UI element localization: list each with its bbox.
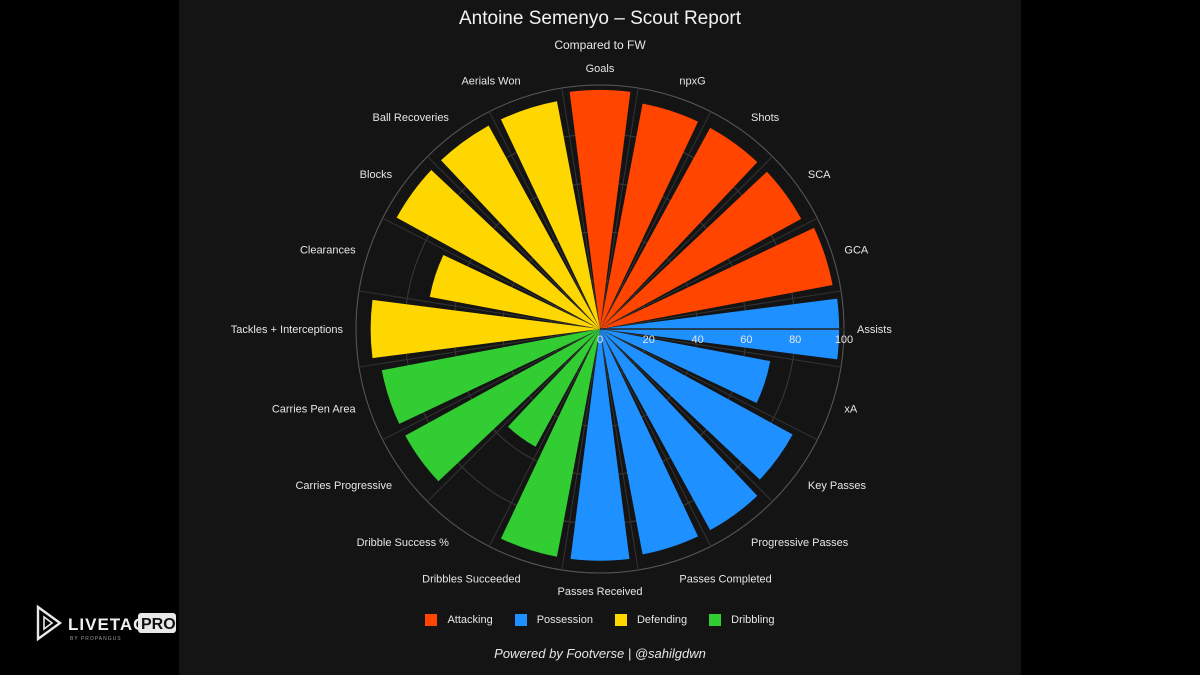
bar-blocks[interactable] — [396, 170, 600, 329]
angular-gridline — [599, 217, 818, 330]
angular-gridline — [358, 290, 601, 330]
category-label-gca: GCA — [844, 245, 869, 257]
angular-gridline — [599, 328, 639, 571]
category-label-tackles-interceptions: Tackles + Interceptions — [231, 324, 344, 336]
footer-credit: Powered by Footverse | @sahilgdwn — [494, 646, 706, 661]
angular-gridline — [599, 328, 712, 547]
bar-goals[interactable] — [569, 89, 631, 329]
angular-gridline — [599, 328, 818, 441]
category-label-clearances: Clearances — [300, 245, 356, 257]
bar-xa[interactable] — [600, 329, 771, 404]
angular-gridline — [488, 328, 601, 547]
chart-panel: Antoine Semenyo – Scout Report Compared … — [179, 0, 1021, 675]
category-label-ball-recoveries: Ball Recoveries — [373, 112, 450, 124]
angular-gridline — [599, 328, 773, 502]
bar-dribble-success[interactable] — [507, 329, 600, 447]
chart-subtitle: Compared to FW — [554, 38, 646, 52]
watermark-tagline: BY PROPANGUS — [70, 636, 122, 642]
angular-gridline — [561, 87, 601, 330]
radial-tick-label: 40 — [691, 334, 703, 346]
category-label-passes-received: Passes Received — [558, 586, 643, 598]
angular-gridline — [488, 111, 601, 330]
bar-clearances[interactable] — [429, 254, 600, 329]
bar-progressive-passes[interactable] — [600, 329, 758, 531]
watermark-pro-badge — [138, 613, 176, 633]
angular-gridline — [427, 328, 601, 502]
radial-tick-label: 20 — [643, 334, 655, 346]
category-label-aerials-won: Aerials Won — [461, 76, 520, 88]
angular-gridline — [358, 328, 601, 368]
category-label-carries-pen-area: Carries Pen Area — [272, 403, 357, 415]
legend-swatch-dribbling — [709, 614, 722, 626]
bar-npxg[interactable] — [600, 103, 699, 329]
legend: Attacking Possession Defending Dribbling — [179, 614, 1021, 626]
angular-gridline — [382, 328, 601, 441]
legend-item-defending[interactable]: Defending — [614, 614, 688, 626]
radial-tick-label: 60 — [740, 334, 752, 346]
angular-gridline — [599, 87, 639, 330]
bar-ball-recoveries[interactable] — [441, 125, 600, 330]
angular-gridline — [599, 290, 842, 330]
category-label-progressive-passes: Progressive Passes — [751, 537, 849, 549]
radial-tick-label: 0 — [597, 334, 603, 346]
legend-label-attacking: Attacking — [447, 614, 493, 626]
category-label-passes-completed: Passes Completed — [679, 573, 771, 585]
legend-label-possession: Possession — [536, 614, 593, 626]
category-label-key-passes: Key Passes — [808, 480, 867, 492]
legend-swatch-attacking — [425, 614, 438, 626]
bar-sca[interactable] — [600, 171, 802, 329]
bar-shots[interactable] — [600, 127, 758, 329]
legend-swatch-possession — [514, 614, 527, 626]
bar-tackles-interceptions[interactable] — [370, 299, 600, 359]
bar-passes-completed[interactable] — [600, 329, 699, 555]
category-label-goals: Goals — [586, 63, 615, 75]
category-label-sca: SCA — [808, 169, 831, 181]
angular-gridline — [599, 156, 773, 330]
polar-bar-chart: 0 20 40 60 80 100 Goals npxG Shots SCA GCA Assists x… — [231, 63, 893, 598]
category-label-assists: Assists — [857, 324, 892, 336]
category-label-blocks: Blocks — [360, 169, 393, 181]
bar-carries-progressive[interactable] — [405, 329, 600, 482]
bar-dribbles-succeeded[interactable] — [500, 329, 600, 557]
radial-tick-label: 100 — [835, 334, 853, 346]
category-label-npxg: npxG — [679, 76, 705, 88]
legend-swatch-defending — [614, 614, 627, 626]
watermark-suffix: PRO — [141, 616, 176, 633]
legend-item-possession[interactable]: Possession — [514, 614, 593, 626]
watermark-brand: LIVETAG — [68, 615, 147, 634]
category-label-dribbles-succeeded: Dribbles Succeeded — [422, 573, 520, 585]
category-label-carries-progressive: Carries Progressive — [295, 480, 392, 492]
legend-item-dribbling[interactable]: Dribbling — [709, 614, 775, 626]
category-label-dribble-success: Dribble Success % — [357, 537, 450, 549]
angular-gridline — [599, 328, 842, 368]
bar-aerials-won[interactable] — [500, 101, 600, 329]
category-label-shots: Shots — [751, 112, 780, 124]
bar-carries-pen-area[interactable] — [381, 329, 600, 424]
legend-item-attacking[interactable]: Attacking — [425, 614, 493, 626]
legend-label-dribbling: Dribbling — [731, 614, 775, 626]
chart-title: Antoine Semenyo – Scout Report — [458, 8, 741, 29]
angular-gridline — [427, 156, 601, 330]
bar-passes-received[interactable] — [570, 329, 630, 561]
livetag-watermark: LIVETAG PRO BY PROPANGUS — [36, 604, 176, 642]
angular-gridline — [599, 111, 712, 330]
bar-key-passes[interactable] — [600, 329, 793, 480]
angular-gridline — [382, 217, 601, 330]
livetag-logo-icon — [36, 604, 63, 642]
bar-gca[interactable] — [600, 227, 833, 329]
category-label-xa: xA — [844, 403, 858, 415]
radial-tick-label: 80 — [789, 334, 801, 346]
angular-gridline — [561, 328, 601, 571]
legend-label-defending: Defending — [636, 614, 688, 626]
